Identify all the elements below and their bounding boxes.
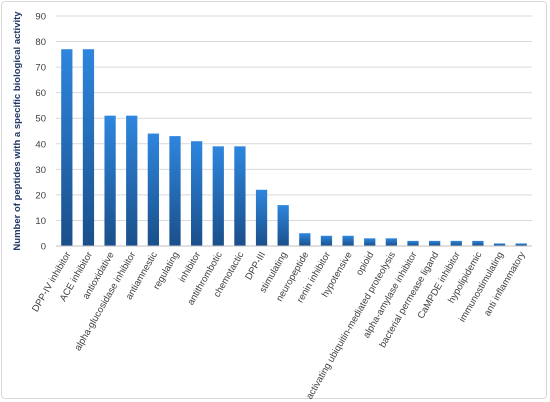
- y-tick-label: 60: [35, 88, 46, 99]
- bar: [493, 243, 506, 246]
- bar: [407, 240, 419, 246]
- y-tick-label: 70: [35, 63, 46, 74]
- y-tick-label: 90: [35, 12, 46, 23]
- bar: [234, 146, 246, 246]
- y-axis-title: Number of peptides with a specific biolo…: [12, 11, 23, 251]
- bar: [191, 141, 203, 246]
- bar: [342, 235, 354, 246]
- y-tick-label: 10: [35, 216, 46, 227]
- bar: [277, 205, 289, 246]
- y-tick-label: 50: [35, 114, 46, 125]
- y-axis-ticks: 0 10 20 30 40 50 60 70 80 90: [35, 12, 46, 253]
- bar: [104, 115, 116, 247]
- bar: [212, 146, 224, 246]
- bar: [429, 240, 441, 246]
- category-label: opioid: [354, 250, 376, 277]
- bar: [169, 136, 181, 246]
- y-tick-label: 40: [35, 139, 46, 150]
- bar: [147, 133, 159, 246]
- bars: [61, 49, 527, 247]
- bar: [515, 243, 527, 246]
- bar: [299, 233, 311, 246]
- bar: [450, 240, 462, 246]
- bar: [364, 238, 376, 246]
- bar: [126, 115, 138, 247]
- bar: [61, 49, 73, 246]
- bar: [472, 240, 484, 246]
- y-tick-label: 20: [35, 190, 46, 201]
- bar: [82, 49, 95, 246]
- y-tick-label: 30: [35, 165, 46, 176]
- y-tick-label: 0: [41, 242, 46, 253]
- bar: [320, 235, 333, 246]
- bar: [255, 189, 268, 246]
- bar: [385, 238, 397, 246]
- y-tick-label: 80: [35, 37, 46, 48]
